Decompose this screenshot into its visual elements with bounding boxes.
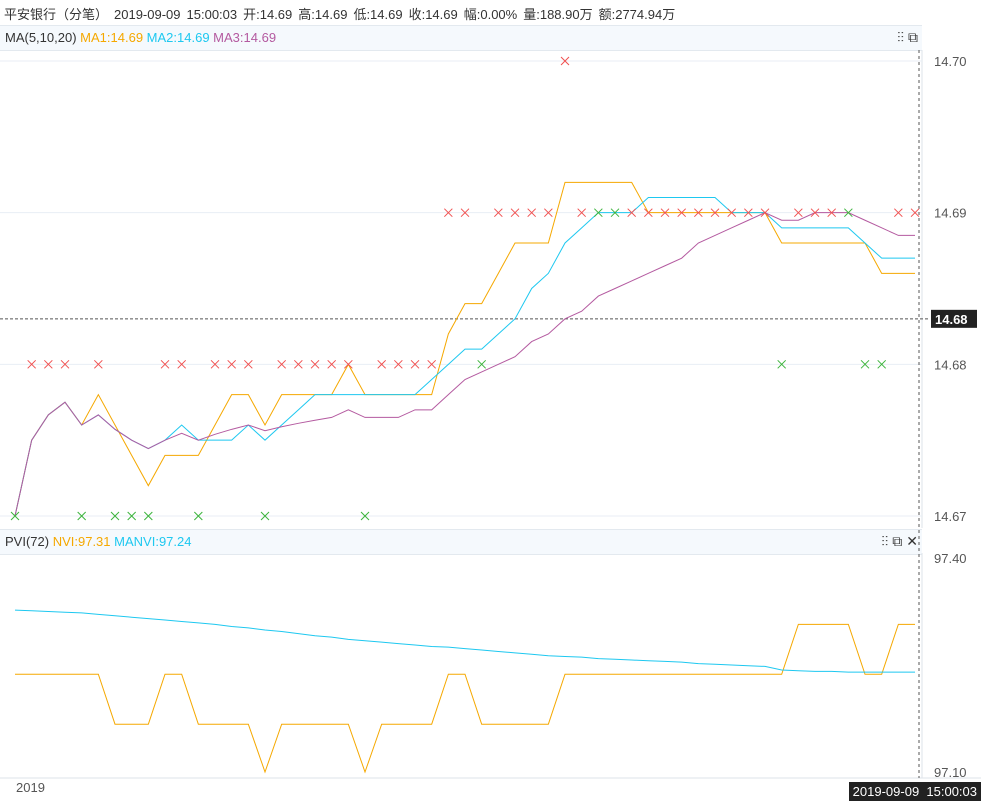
price-cross-marker [327, 359, 337, 369]
pvi-label: PVI(72) [5, 534, 50, 549]
price-cross-marker [910, 208, 920, 218]
ma-legend-bar: MA(5,10,20) MA1:14.69 MA2:14.69 MA3:14.6… [0, 25, 922, 51]
price-cross-marker [710, 208, 720, 218]
price-cross-marker [277, 359, 287, 369]
price-cross-marker [427, 359, 437, 369]
price-cross-marker [610, 208, 620, 218]
price-cross-marker [27, 359, 37, 369]
y-tick-label: 14.69 [934, 206, 967, 221]
price-cross-marker [293, 359, 303, 369]
amount: 额:2774.94万 [598, 7, 676, 22]
sliders-icon[interactable]: ⫶⫶ [881, 533, 889, 549]
price-cross-marker [527, 208, 537, 218]
price-cross-marker [443, 208, 453, 218]
price-cross-marker [93, 359, 103, 369]
price-cross-marker [493, 208, 503, 218]
price-cross-marker [393, 359, 403, 369]
manvi-line [14, 609, 916, 673]
price-cross-marker [227, 359, 237, 369]
y-tick-label: 14.70 [934, 54, 967, 69]
price-cross-marker [627, 208, 637, 218]
restore-icon[interactable]: ⧉ [908, 29, 918, 45]
price-cross-marker [410, 359, 420, 369]
ma2-line [14, 197, 916, 517]
nvi-line [15, 623, 916, 774]
low: 低:14.69 [353, 7, 403, 22]
price-cross-marker [210, 359, 220, 369]
price-cross-marker [893, 208, 903, 218]
price-cross-marker [877, 359, 887, 369]
price-cross-marker [677, 208, 687, 218]
y-tick-label: 14.68 [934, 357, 967, 372]
price-cross-marker [843, 208, 853, 218]
manvi-value: MANVI:97.24 [114, 534, 192, 549]
reference-label-bg [931, 309, 977, 328]
price-cross-marker [110, 511, 120, 521]
price-cross-marker [310, 359, 320, 369]
close: 收:14.69 [408, 7, 458, 22]
price-cross-marker [143, 511, 153, 521]
price-cross-marker [160, 359, 170, 369]
price-cross-marker [460, 208, 470, 218]
restore-icon[interactable]: ⧉ [892, 533, 903, 549]
price-cross-marker [377, 359, 387, 369]
price-cross-marker [343, 359, 353, 369]
price-cross-marker [43, 359, 53, 369]
price-cross-marker [127, 511, 137, 521]
high: 高:14.69 [298, 7, 348, 22]
price-cross-marker [10, 511, 20, 521]
price-cross-marker [60, 359, 70, 369]
price-cross-marker [643, 208, 653, 218]
price-cross-marker [743, 208, 753, 218]
price-cross-marker [727, 208, 737, 218]
reference-label: 14.68 [935, 312, 968, 327]
price-cross-marker [77, 511, 87, 521]
price-cross-marker [777, 359, 787, 369]
price-cross-marker [243, 359, 253, 369]
open: 开:14.69 [243, 7, 293, 22]
x-axis-year: 2019 [16, 780, 45, 795]
price-cross-marker [360, 511, 370, 521]
ma1-value: MA1:14.69 [80, 30, 144, 45]
price-cross-marker [560, 56, 570, 66]
price-cross-marker [810, 208, 820, 218]
close-icon[interactable]: ✕ [906, 533, 918, 549]
pvi-legend-bar: PVI(72) NVI:97.31 MANVI:97.24 ⫶⫶ ⧉ ✕ [0, 529, 922, 555]
price-cross-marker [577, 208, 587, 218]
price-cross-marker [260, 511, 270, 521]
time: 15:00:03 [186, 7, 238, 22]
sliders-icon[interactable]: ⫶⫶ [897, 29, 904, 45]
y-tick-label: 97.40 [934, 551, 967, 566]
y-tick-label: 97.10 [934, 765, 967, 780]
price-cross-marker [793, 208, 803, 218]
change: 幅:0.00% [463, 7, 518, 22]
nvi-value: NVI:97.31 [52, 534, 111, 549]
price-cross-marker [693, 208, 703, 218]
quote-info-bar: 平安银行（分笔） 2019-09-09 15:00:03 开:14.69 高:14.69… [4, 4, 681, 23]
cursor-time-label: 2019-09-09 15:00:03 [848, 782, 981, 801]
ma2-value: MA2:14.69 [146, 30, 210, 45]
price-cross-marker [860, 359, 870, 369]
price-cross-marker [510, 208, 520, 218]
volume: 量:188.90万 [523, 7, 593, 22]
price-cross-marker [827, 208, 837, 218]
price-cross-marker [660, 208, 670, 218]
ma-label: MA(5,10,20) [5, 30, 77, 45]
price-cross-marker [543, 208, 553, 218]
ma3-value: MA3:14.69 [213, 30, 277, 45]
price-cross-marker [193, 511, 203, 521]
price-cross-marker [760, 208, 770, 218]
price-cross-marker [477, 359, 487, 369]
price-cross-marker [593, 208, 603, 218]
stock-name: 平安银行（分笔） [4, 7, 109, 22]
price-cross-marker [177, 359, 187, 369]
y-tick-label: 14.67 [934, 509, 967, 524]
date: 2019-09-09 [114, 7, 181, 22]
